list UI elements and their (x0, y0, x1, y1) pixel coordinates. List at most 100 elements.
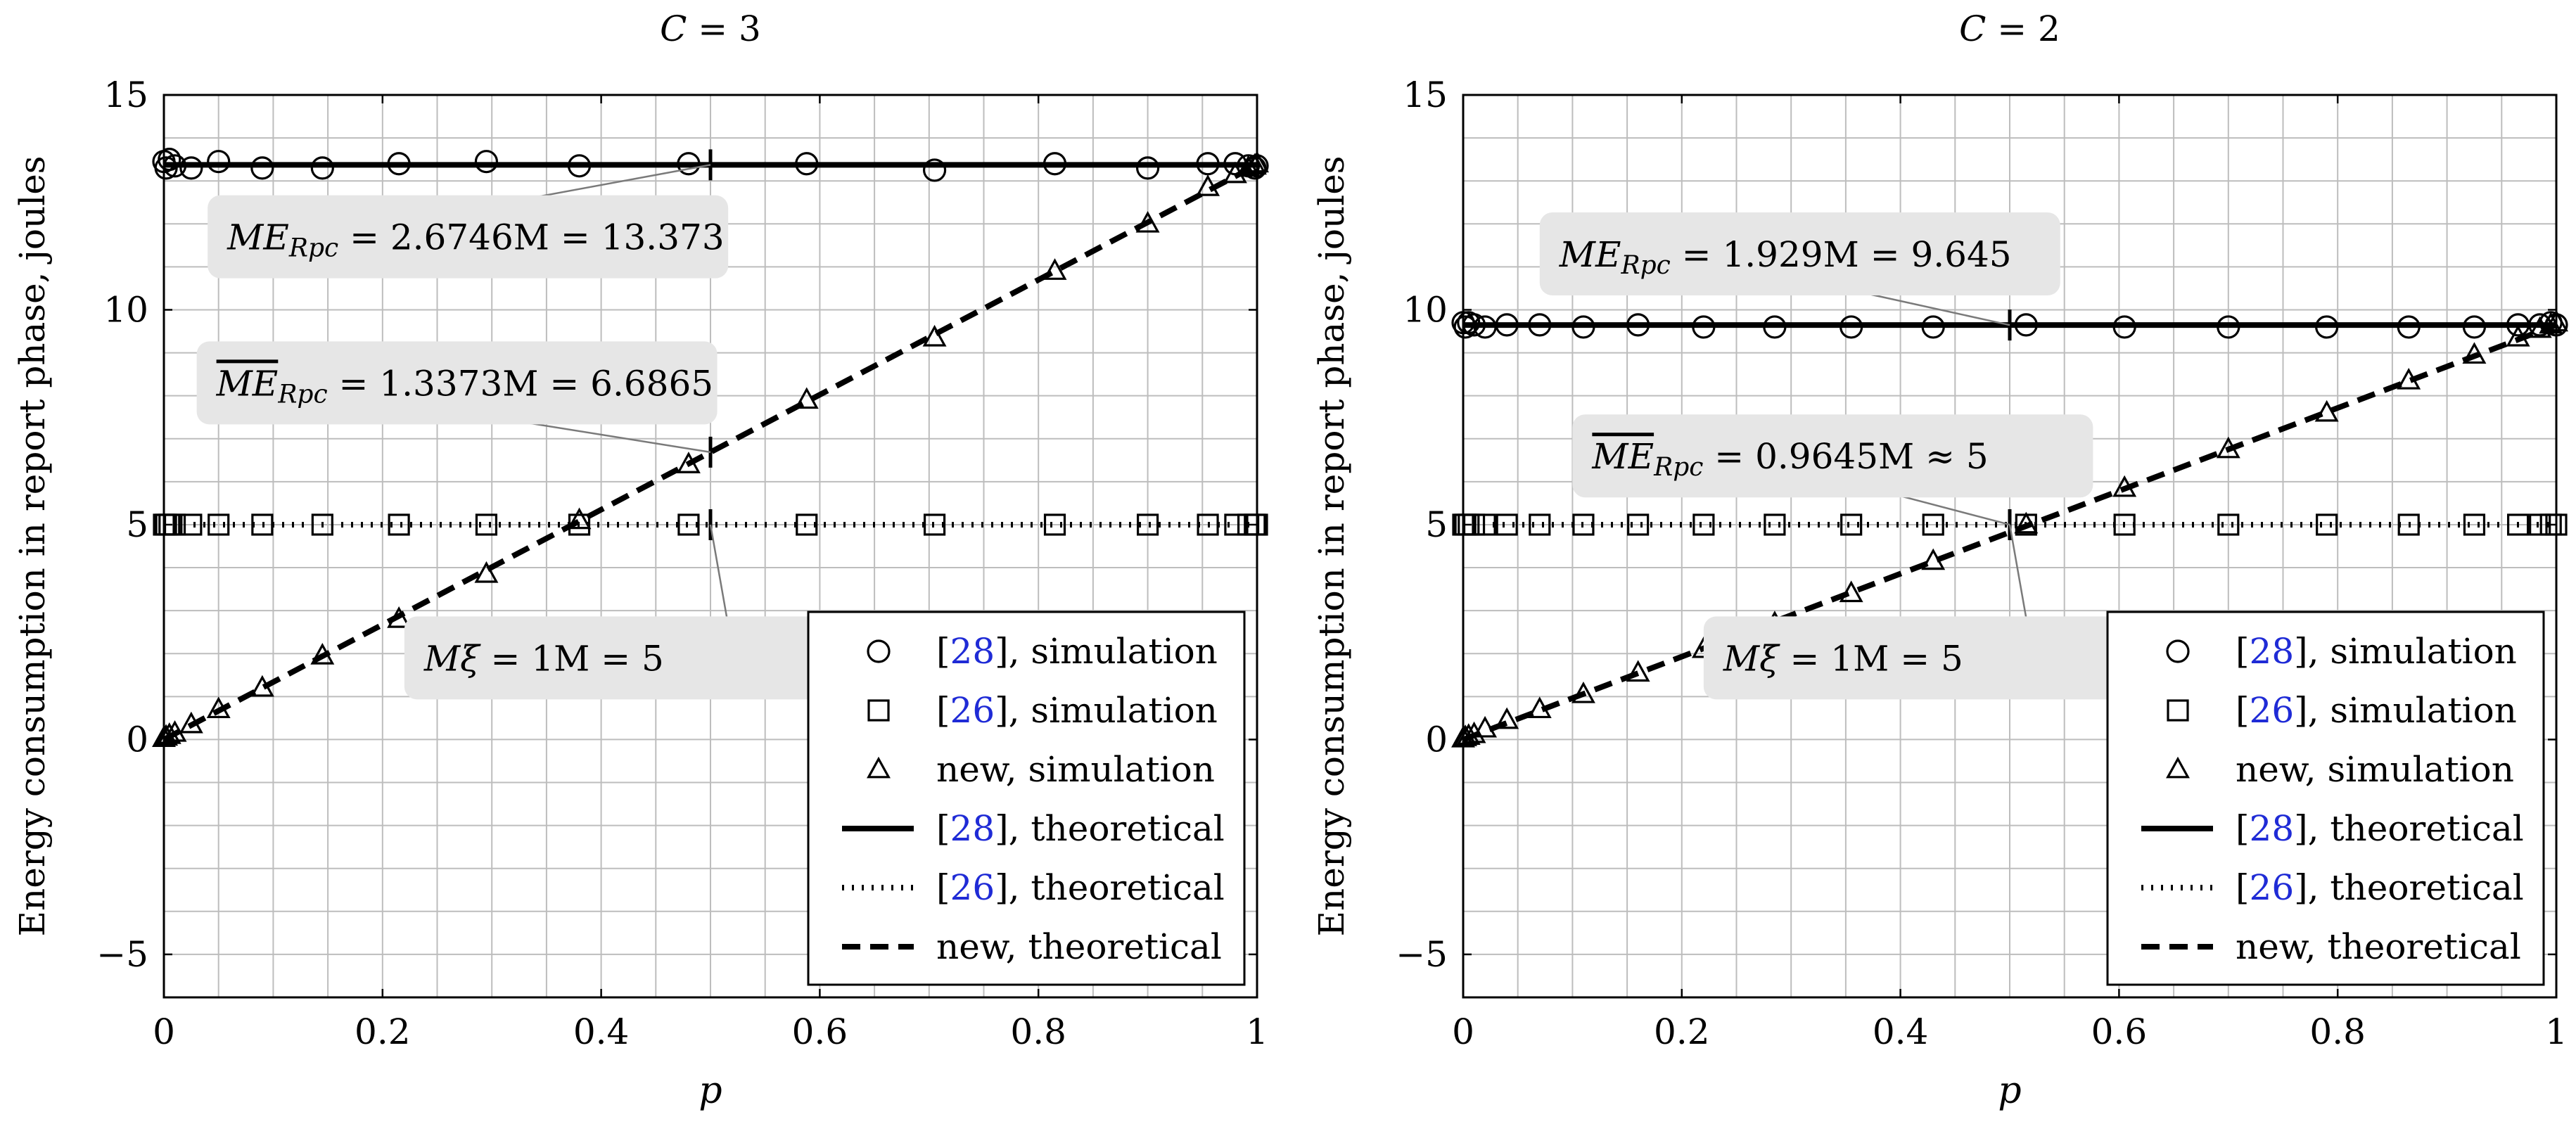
data-point-circle (1763, 315, 1787, 339)
legend-marker-circle (2166, 639, 2190, 663)
data-point-square (2316, 513, 2338, 536)
data-point-triangle (2112, 475, 2137, 497)
x-tick-label: 0.8 (2309, 1011, 2366, 1052)
legend-label: new, theoretical (936, 926, 1222, 967)
callout-connector (709, 524, 728, 620)
callout-box (1539, 212, 2060, 296)
legend-label: new, theoretical (2236, 926, 2521, 967)
data-point-triangle (179, 711, 203, 734)
data-point-triangle (1042, 258, 1067, 280)
data-point-square (1197, 513, 1219, 536)
data-point-triangle (250, 675, 274, 697)
data-point-circle (567, 154, 592, 178)
data-point-circle (1451, 311, 1475, 335)
x-tick-label: 0.4 (1873, 1011, 1929, 1052)
data-point-circle (158, 148, 181, 172)
legend-box (2106, 611, 2545, 986)
data-point-square (163, 513, 186, 536)
series-line-dashed (1462, 322, 2558, 743)
data-point-square (2545, 513, 2568, 536)
data-point-square (796, 513, 818, 536)
x-axis-label: p (699, 1070, 722, 1112)
data-point-square (1496, 513, 1518, 536)
data-point-triangle (1462, 721, 1486, 743)
callout-connector (2008, 524, 2027, 620)
data-point-circle (179, 156, 203, 180)
data-point-triangle (676, 452, 701, 473)
data-point-triangle (1456, 723, 1481, 745)
data-point-triangle (2506, 324, 2530, 347)
series-line-dashed (162, 162, 1258, 742)
data-point-square (2217, 513, 2240, 536)
legend-label: [28], simulation (936, 631, 1218, 672)
y-axis-label: Energy consumption in report phase, joul… (12, 156, 53, 937)
data-point-triangle (2527, 316, 2552, 338)
y-axis-label: Energy consumption in report phase, joul… (1311, 156, 1352, 937)
data-point-triangle (2397, 367, 2421, 390)
data-point-square (2113, 513, 2136, 536)
legend-label: [26], theoretical (936, 867, 1225, 908)
x-tick-label: 0.2 (1654, 1011, 1710, 1052)
callout-text: MERpc = 1.929M = 9.645 (1559, 234, 2012, 280)
data-point-circle (2462, 315, 2487, 339)
data-point-circle (310, 156, 334, 180)
callout-box (1572, 414, 2093, 498)
legend-label: [26], simulation (936, 690, 1218, 731)
plot-frame (1462, 94, 2558, 999)
data-point-circle (1626, 313, 1650, 337)
data-point-circle (1196, 152, 1220, 176)
x-tick-label: 1 (1246, 1011, 1268, 1052)
data-point-square (568, 513, 591, 536)
y-tick-label: 15 (1403, 75, 1448, 115)
data-point-square (1136, 513, 1159, 536)
data-point-triangle (387, 606, 412, 628)
callout-text: MERpc = 0.9645M ≈ 5 (1591, 436, 1988, 482)
data-point-triangle (154, 724, 179, 746)
data-point-triangle (1196, 174, 1220, 196)
data-point-triangle (310, 642, 335, 665)
data-point-triangle (2014, 511, 2039, 534)
x-tick-label: 0.2 (355, 1011, 411, 1052)
y-tick-label: −5 (1396, 934, 1448, 975)
callout-text: Mξ = 1M = 5 (1723, 638, 1963, 679)
y-tick-label: 5 (1425, 504, 1448, 545)
data-point-circle (2315, 315, 2339, 339)
x-tick-label: 1 (2545, 1011, 2568, 1052)
data-point-square (1246, 513, 1268, 536)
data-point-square (923, 513, 946, 536)
data-point-circle (1921, 315, 1945, 339)
callout-box (208, 195, 729, 279)
y-tick-label: 5 (126, 504, 148, 545)
data-point-triangle (1236, 155, 1261, 177)
data-point-circle (1135, 156, 1160, 180)
data-point-square (2397, 513, 2420, 536)
data-point-triangle (2314, 400, 2339, 422)
data-point-square (1572, 513, 1595, 536)
data-point-triangle (1571, 681, 1595, 703)
data-point-circle (387, 152, 411, 176)
legend-label: [26], simulation (2236, 690, 2517, 731)
legend-label: new, simulation (936, 749, 1215, 790)
data-point-triangle (1839, 580, 1863, 603)
callout-connector (530, 164, 711, 199)
data-point-square (388, 513, 410, 536)
data-point-circle (2217, 315, 2240, 339)
chart-title: C = 3 (660, 8, 761, 49)
data-point-triangle (1453, 724, 1478, 746)
data-point-circle (162, 154, 187, 178)
data-point-square (1840, 513, 1863, 536)
data-point-square (180, 513, 203, 536)
x-tick-label: 0.6 (2091, 1011, 2148, 1052)
data-point-circle (677, 152, 701, 176)
data-point-triangle (162, 720, 187, 742)
data-point-triangle (2462, 342, 2487, 364)
legend-label: [26], theoretical (2236, 867, 2524, 908)
data-point-square (251, 513, 274, 536)
x-tick-label: 0.8 (1010, 1011, 1066, 1052)
y-tick-label: 15 (103, 75, 148, 115)
data-point-triangle (567, 507, 592, 530)
data-point-triangle (1451, 725, 1475, 748)
data-point-triangle (794, 387, 819, 409)
data-point-circle (2014, 313, 2038, 337)
